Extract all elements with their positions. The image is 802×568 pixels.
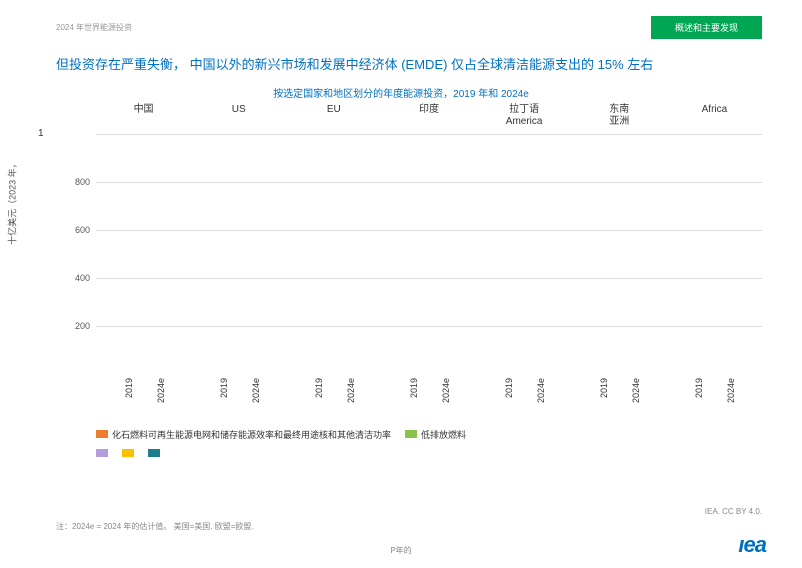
legend-swatch — [96, 430, 108, 438]
legend-item — [122, 449, 134, 457]
page-number: P年的 — [390, 545, 411, 556]
chart-subtitle: 按选定国家和地区划分的年度能源投资，2019 年和 2024e — [0, 79, 802, 104]
chart-plot: 20192024e20192024e20192024e20192024e2019… — [96, 134, 762, 374]
region-labels-row: 中国USEU印度拉丁语America东南亚洲Africa — [96, 104, 762, 128]
bar-year-label: 2019 — [407, 378, 419, 398]
page-title: 但投资存在严重失衡， 中国以外的新兴市场和发展中经济体 (EMDE) 仅占全球清… — [0, 39, 802, 79]
bar-year-label: 2019 — [597, 378, 609, 398]
section-badge: 概述和主要发现 — [651, 16, 762, 39]
region-label: Africa — [667, 104, 762, 128]
y-axis-top-label: 1 — [38, 128, 44, 139]
gridline — [96, 230, 762, 231]
legend-item: 低排放燃料 — [405, 428, 466, 441]
bar-year-label: 2024e — [629, 378, 641, 403]
legend-label: 化石燃料可再生能源电网和储存能源效率和最终用途核和其他清洁功率 — [112, 428, 391, 441]
gridline — [96, 326, 762, 327]
y-tick-label: 200 — [75, 321, 96, 331]
gridline — [96, 278, 762, 279]
bars-container: 20192024e20192024e20192024e20192024e2019… — [96, 135, 762, 374]
license-text: IEA. CC BY 4.0. — [705, 507, 762, 516]
footnote: 注：2024e = 2024 年的估计值。 美国=美国. 欧盟=欧盟. — [56, 521, 254, 532]
bar-year-label: 2019 — [692, 378, 704, 398]
legend-item — [96, 449, 108, 457]
bar-year-label: 2019 — [502, 378, 514, 398]
legend-swatch — [405, 430, 417, 438]
region-group: 20192024e — [477, 135, 572, 374]
region-group: 20192024e — [572, 135, 667, 374]
y-tick-label: 600 — [75, 225, 96, 235]
header-source: 2024 年世界能源投资 — [56, 22, 132, 33]
gridline — [96, 182, 762, 183]
region-label: 印度 — [381, 104, 476, 128]
region-label: 东南亚洲 — [572, 104, 667, 128]
bar-year-label: 2019 — [122, 378, 134, 398]
bar-year-label: 2024e — [439, 378, 451, 403]
chart-container: 十亿美元（2023 年， 1 中国USEU印度拉丁语America东南亚洲Afr… — [56, 104, 762, 424]
region-label: EU — [286, 104, 381, 128]
region-group: 20192024e — [381, 135, 476, 374]
bar-year-label: 2024e — [724, 378, 736, 403]
legend-item — [148, 449, 160, 457]
legend-label: 低排放燃料 — [421, 428, 466, 441]
region-label: 中国 — [96, 104, 191, 128]
legend-item: 化石燃料可再生能源电网和储存能源效率和最终用途核和其他清洁功率 — [96, 428, 391, 441]
bar-year-label: 2024e — [154, 378, 166, 403]
region-group: 20192024e — [286, 135, 381, 374]
y-axis-label: 十亿美元（2023 年， — [6, 159, 19, 245]
bar-year-label: 2024e — [249, 378, 261, 403]
bar-year-label: 2024e — [534, 378, 546, 403]
region-label: 拉丁语America — [477, 104, 572, 128]
region-group: 20192024e — [667, 135, 762, 374]
bar-year-label: 2024e — [344, 378, 356, 403]
legend-swatch — [96, 449, 108, 457]
y-tick-label: 800 — [75, 177, 96, 187]
legend-swatch — [148, 449, 160, 457]
bar-year-label: 2019 — [312, 378, 324, 398]
region-label: US — [191, 104, 286, 128]
bar-year-label: 2019 — [217, 378, 229, 398]
region-group: 20192024e — [96, 135, 191, 374]
region-group: 20192024e — [191, 135, 286, 374]
chart-legend: 化石燃料可再生能源电网和储存能源效率和最终用途核和其他清洁功率 低排放燃料 — [96, 428, 762, 457]
y-tick-label: 400 — [75, 273, 96, 283]
legend-swatch — [122, 449, 134, 457]
iea-logo: ıea — [738, 532, 766, 558]
